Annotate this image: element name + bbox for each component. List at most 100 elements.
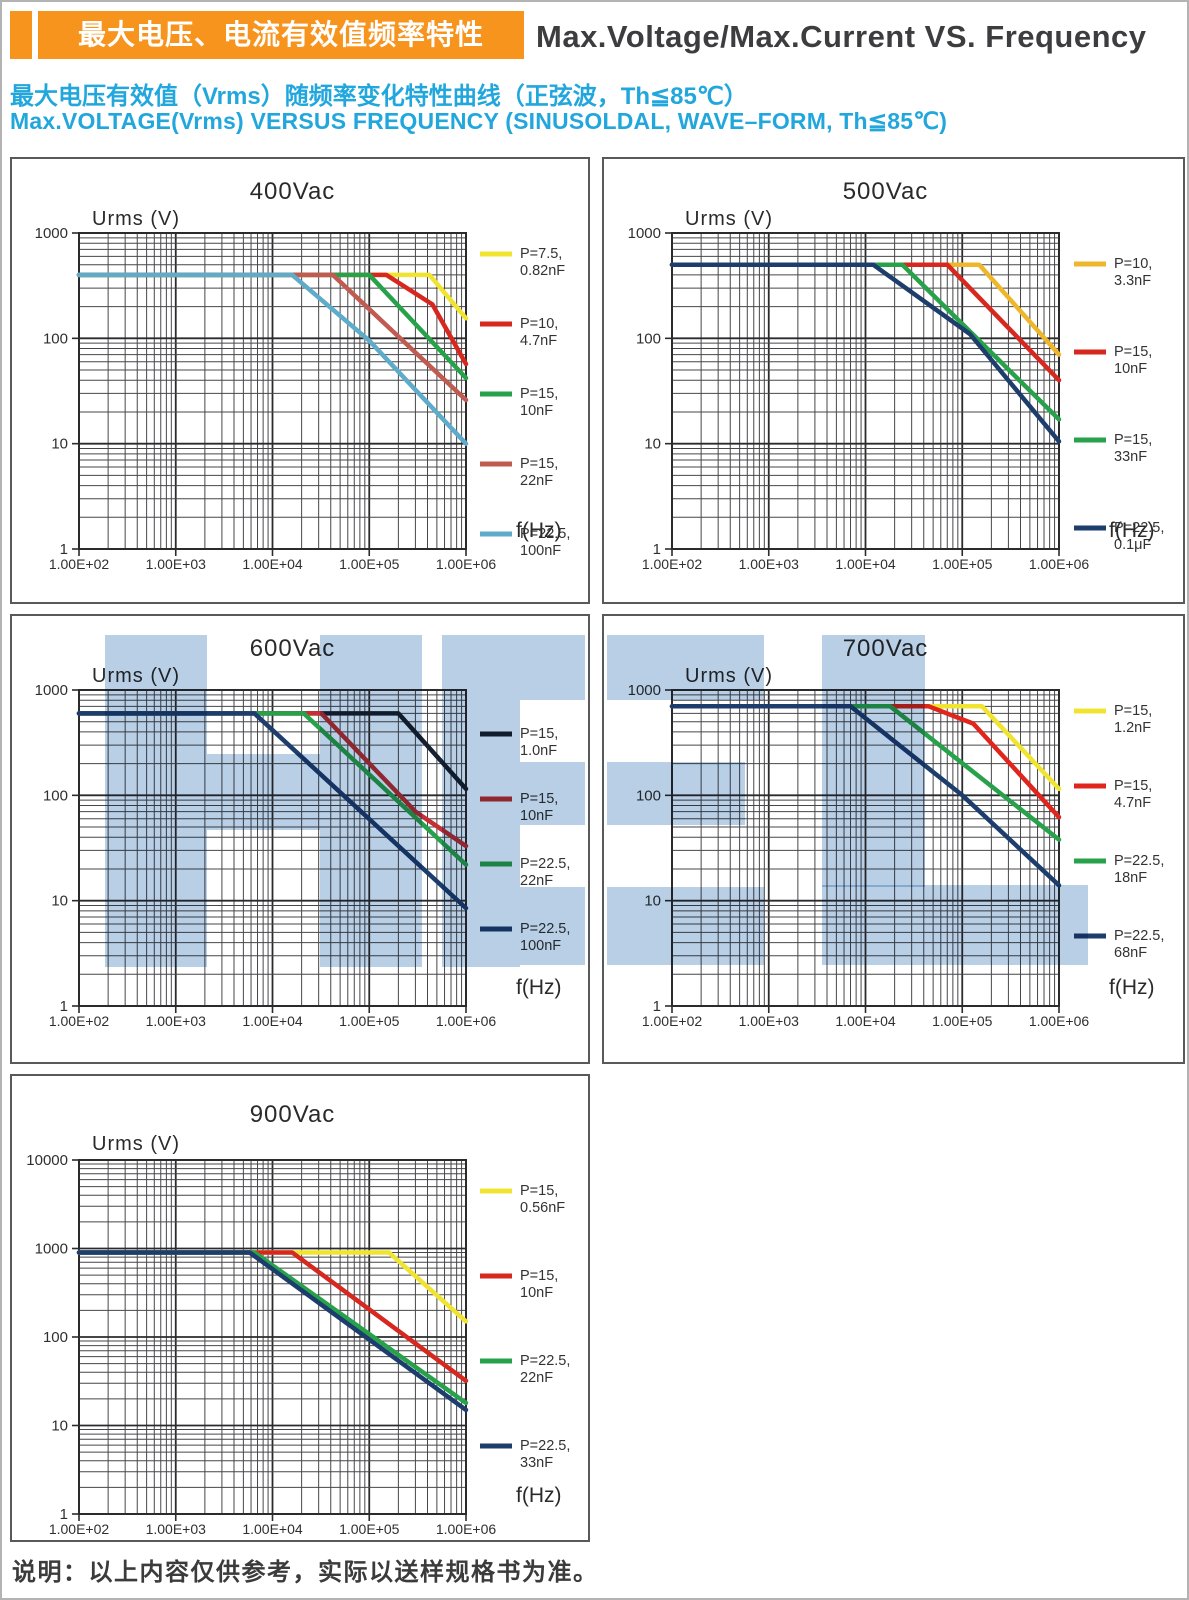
legend-label-2: P=15,: [520, 386, 558, 402]
x-tick-label: 1.00E+02: [642, 556, 703, 572]
y-tick-label: 1: [653, 998, 661, 1015]
legend-label-0-line2: 1.0nF: [520, 743, 557, 759]
header-tag-cn: 最大电压、电流有效值频率特性: [38, 11, 524, 59]
legend-label-1: P=15,: [1114, 778, 1152, 794]
subtitle-en: Max.VOLTAGE(Vrms) VERSUS FREQUENCY (SINU…: [10, 108, 948, 134]
legend-label-1: P=15,: [1114, 344, 1152, 360]
chart-title: 400Vac: [250, 178, 336, 205]
y-tick-label: 1000: [628, 225, 661, 242]
legend-label-0: P=15,: [520, 1183, 558, 1199]
grid: [78, 232, 467, 550]
legend-label-4-line2: 100nF: [520, 543, 561, 559]
grid: [671, 689, 1060, 1007]
x-tick-label: 1.00E+06: [436, 1013, 497, 1029]
axis-ticks: [72, 232, 467, 556]
x-tick-label: 1.00E+05: [339, 1521, 400, 1536]
legend-label-1-line2: 4.7nF: [520, 333, 557, 349]
y-tick-label: 1: [60, 998, 68, 1015]
legend-label-3: P=22.5,: [1114, 928, 1164, 944]
x-tick-label: 1.00E+05: [932, 1013, 993, 1029]
legend-label-1-line2: 10nF: [520, 1285, 553, 1301]
x-tick-label: 1.00E+02: [49, 556, 110, 572]
grid: [671, 232, 1060, 550]
x-axis-label: f(Hz): [516, 1484, 562, 1507]
legend-label-0: P=15,: [520, 726, 558, 742]
x-tick-label: 1.00E+05: [339, 1013, 400, 1029]
legend-label-0-line2: 1.2nF: [1114, 720, 1151, 736]
legend-label-3-line2: 68nF: [1114, 945, 1147, 961]
legend-label-0-line2: 3.3nF: [1114, 273, 1151, 289]
y-tick-label: 100: [636, 330, 661, 347]
grid: [78, 689, 467, 1007]
x-tick-label: 1.00E+04: [242, 1013, 303, 1029]
y-axis-label: Urms (V): [92, 1133, 180, 1155]
y-axis-label: Urms (V): [685, 208, 773, 230]
x-tick-label: 1.00E+03: [739, 556, 800, 572]
chart-canvas: 1000 100 10 11.00E+02 1.00E+03 1.00E+04 1.00E+…: [35, 178, 571, 572]
legend: P=15,0.56nFP=15,10nFP=22.5,22nFP=22.5,33…: [480, 1183, 570, 1471]
legend-label-0: P=15,: [1114, 703, 1152, 719]
legend-label-0-line2: 0.82nF: [520, 263, 565, 279]
legend-label-2-line2: 22nF: [520, 873, 553, 889]
x-axis-label: f(Hz): [1109, 976, 1155, 999]
legend: P=15,1.0nFP=15,10nFP=22.5,22nFP=22.5,100…: [480, 726, 570, 954]
legend-label-3: P=22.5,: [520, 1438, 570, 1454]
y-tick-label: 100: [636, 787, 661, 804]
legend-label-0-line2: 0.56nF: [520, 1200, 565, 1216]
footer-note: 说明：以上内容仅供参考，实际以送样规格书为准。: [12, 1559, 599, 1586]
chart-title: 600Vac: [250, 635, 336, 662]
y-tick-label: 10: [51, 893, 68, 910]
chart-box-700vac: 1000 100 10 1 1.00E+02 1.00E+03 1.00E+04 1.00E+…: [602, 614, 1185, 1064]
y-tick-label: 100: [43, 787, 68, 804]
chart-title: 700Vac: [843, 635, 929, 662]
x-tick-label: 1.00E+06: [436, 556, 497, 572]
y-axis-label: Urms (V): [92, 208, 180, 230]
legend-label-3: P=22.5,: [1114, 520, 1164, 536]
legend-label-0: P=7.5,: [520, 246, 562, 262]
x-tick-label: 1.00E+06: [436, 1521, 497, 1536]
y-axis-label: Urms (V): [685, 665, 773, 687]
legend: P=7.5,0.82nFP=10,4.7nFP=15,10nFP=15,22nF…: [480, 246, 570, 559]
x-tick-label: 1.00E+02: [49, 1013, 110, 1029]
chart-canvas: 1000 100 10 11.00E+02 1.00E+03 1.00E+04 1.00E+…: [628, 635, 1165, 1029]
series-line-4: [76, 272, 469, 446]
legend-label-2-line2: 10nF: [520, 403, 553, 419]
x-tick-label: 1.00E+04: [835, 1013, 896, 1029]
x-tick-label: 1.00E+06: [1029, 1013, 1090, 1029]
chart-title: 900Vac: [250, 1101, 336, 1128]
legend-label-1: P=15,: [520, 1268, 558, 1284]
x-tick-label: 1.00E+03: [739, 1013, 800, 1029]
y-tick-label: 10: [51, 436, 68, 453]
legend-label-3: P=22.5,: [520, 921, 570, 937]
x-tick-label: 1.00E+03: [146, 556, 207, 572]
series-line-3: [669, 262, 1062, 444]
header-accent-bar: [10, 11, 32, 59]
y-tick-label: 100: [43, 1329, 68, 1346]
y-tick-label: 1: [60, 1506, 68, 1523]
y-tick-label: 1: [653, 541, 661, 558]
x-tick-label: 1.00E+02: [642, 1013, 703, 1029]
y-axis-label: Urms (V): [92, 665, 180, 687]
legend-label-3-line2: 22nF: [520, 473, 553, 489]
x-tick-label: 1.00E+05: [339, 556, 400, 572]
chart-box-400vac: 1000 100 10 1 1.00E+02 1.00E+03 1.00E+04 1.00E+…: [10, 157, 590, 604]
chart-box-900vac: 10000 1000 100 10 1 1.00E+02 1.00E+03 1.00E+04 1…: [10, 1074, 590, 1542]
legend-label-3-line2: 100nF: [520, 938, 561, 954]
legend-label-2-line2: 22nF: [520, 1370, 553, 1386]
chart-canvas: 1000 100 10 11.00E+02 1.00E+03 1.00E+04 1.00E+…: [35, 635, 571, 1029]
x-tick-label: 1.00E+05: [932, 556, 993, 572]
y-tick-label: 1: [60, 541, 68, 558]
page-title: Max.Voltage/Max.Current VS. Frequency: [536, 19, 1147, 54]
y-tick-label: 10000: [26, 1152, 68, 1169]
y-tick-label: 10: [51, 1418, 68, 1435]
y-tick-label: 1000: [35, 682, 68, 699]
legend-label-4: P=22.5,: [520, 526, 570, 542]
x-tick-label: 1.00E+04: [835, 556, 896, 572]
axis-ticks: [665, 689, 1060, 1013]
chart-title: 500Vac: [843, 178, 929, 205]
legend-label-3: P=15,: [520, 456, 558, 472]
chart-canvas: 10000 1000 100 10 11.00E+02 1.00E+03 1.00E+04 1…: [26, 1101, 570, 1536]
x-tick-label: 1.00E+04: [242, 556, 303, 572]
